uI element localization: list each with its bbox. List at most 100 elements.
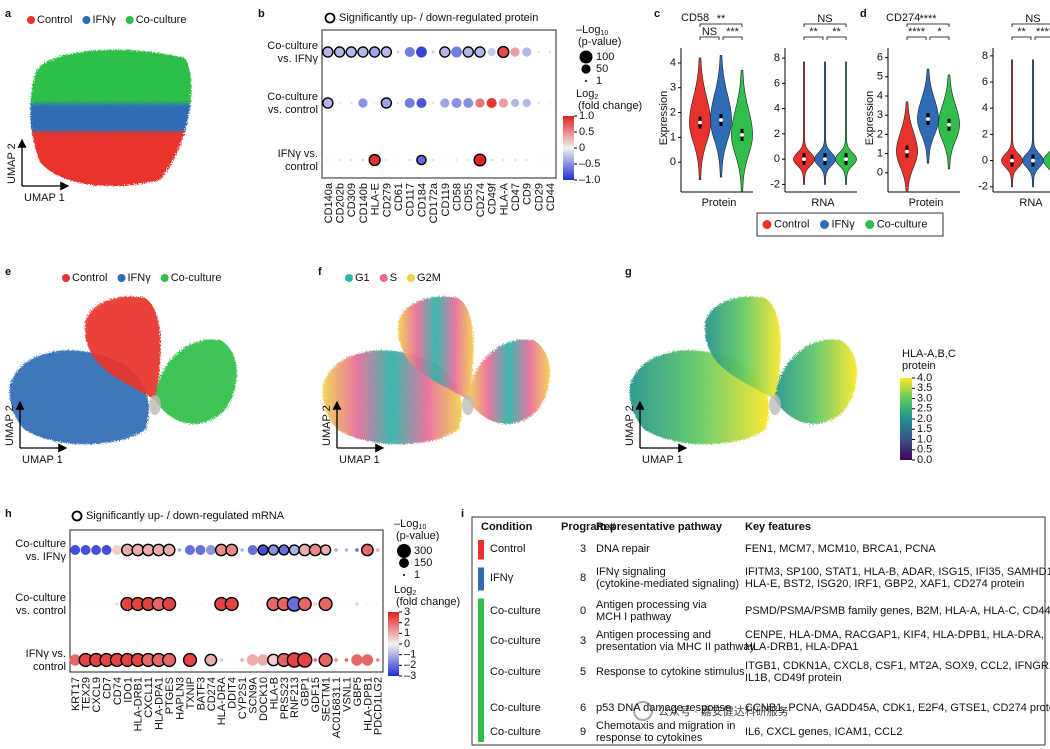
table-cell: HLA-DRB1, HLA-DPA1 — [745, 641, 859, 653]
size-key — [397, 544, 411, 558]
dot — [397, 159, 400, 161]
x-label: Protein — [702, 197, 737, 209]
dot — [549, 50, 552, 54]
dot — [475, 98, 485, 108]
legend-label: Co-culture — [877, 218, 928, 230]
colorbar — [900, 378, 912, 460]
legend-title-sub: 10 — [418, 524, 426, 531]
dot — [247, 545, 258, 555]
table-header: Condition — [481, 521, 533, 533]
dot — [490, 158, 493, 162]
umap-cells — [30, 49, 192, 187]
table-cell: Co-culture — [490, 702, 541, 714]
column-label: CXCL9 — [91, 677, 103, 712]
row-label: IFNγ vs. — [278, 148, 318, 160]
y-tick-label: 0 — [670, 156, 676, 168]
colorbar-tick-label: 1.0 — [579, 110, 594, 122]
dot — [313, 658, 317, 662]
dot — [95, 603, 98, 605]
y-tick-label: 2 — [670, 106, 676, 118]
median — [905, 149, 909, 154]
table-cell: Response to cytokine stimulus — [596, 666, 745, 678]
y-tick-label: 4 — [877, 90, 883, 102]
dot — [246, 654, 259, 666]
dot — [214, 543, 228, 557]
size-key-label: 150 — [414, 557, 432, 569]
significance-label: **** — [1036, 26, 1050, 38]
table-cell: FEN1, MCM7, MCM10, BRCA1, PCNA — [745, 543, 936, 555]
dot — [549, 159, 552, 161]
dot — [375, 658, 380, 662]
dot — [101, 545, 112, 555]
column-label: CD279 — [381, 183, 393, 217]
dot — [451, 97, 462, 109]
column-label: HLA-A — [498, 182, 510, 215]
column-label: RNF213 — [289, 677, 301, 718]
dot — [350, 158, 353, 162]
dot — [219, 658, 224, 662]
dot — [178, 659, 181, 661]
significance-bracket — [803, 23, 847, 27]
legend-label: Control — [37, 14, 72, 26]
table-cell: Co-culture — [490, 726, 541, 738]
dot — [344, 548, 349, 552]
colorbar-tick-label: –0.5 — [579, 158, 600, 170]
dot — [322, 97, 334, 109]
column-label: GDF15 — [310, 677, 322, 712]
y-tick-label: 1 — [670, 131, 676, 143]
y-tick-label: 1 — [877, 148, 883, 160]
axis-label: UMAP 2 — [321, 405, 333, 446]
violin — [835, 61, 857, 185]
panel-label: d — [860, 8, 867, 20]
column-label: CD140b — [358, 183, 370, 223]
column-label: HLA-DPA1 — [154, 677, 166, 730]
colorbar-title: HLA-A,B,C — [902, 348, 956, 360]
panel-label: h — [5, 508, 12, 520]
umap-cells — [155, 339, 237, 424]
column-label: VSNL1 — [341, 677, 353, 712]
table-header: Key features — [745, 521, 811, 533]
significance-bracket — [699, 36, 720, 40]
dot — [334, 548, 338, 552]
legend-swatch — [819, 220, 829, 229]
y-tick-label: 3 — [877, 109, 883, 121]
panel-label: e — [5, 266, 11, 278]
legend-title: Significantly up- / down-regulated mRNA — [86, 510, 285, 522]
dot — [360, 543, 374, 557]
y-tick-label: 4 — [670, 57, 676, 69]
significance-bracket — [1011, 23, 1050, 27]
row-label: vs. IFNγ — [26, 551, 67, 563]
dot — [396, 50, 400, 54]
dot — [224, 596, 239, 612]
median — [1031, 158, 1035, 163]
table-cell: CCNB1, PCNA, GADD45A, CDK1, E2F4, GTSE1,… — [745, 702, 1050, 714]
dot — [308, 543, 322, 557]
dot — [361, 654, 374, 666]
row-label: control — [33, 661, 66, 673]
dot — [297, 596, 312, 612]
row-label: control — [285, 161, 318, 173]
legend-title: (p-value) — [396, 530, 439, 542]
column-label: GBP5 — [352, 677, 364, 706]
column-label: CD274 — [475, 183, 487, 217]
table-cell: IL6, CXCL genes, ICAM1, CCL2 — [745, 726, 902, 738]
dot — [350, 101, 353, 105]
colorbar-tick-label: 3.5 — [917, 382, 932, 394]
legend-swatch — [125, 16, 134, 24]
dot — [380, 46, 393, 58]
legend-title: (fold change) — [396, 596, 460, 608]
dot — [355, 602, 359, 606]
y-tick-label: 6 — [774, 77, 780, 89]
legend-swatch — [762, 220, 772, 229]
table-cell: DNA repair — [596, 543, 650, 555]
significance-label: **** — [919, 13, 937, 25]
dot — [451, 46, 462, 58]
row-label: vs. control — [268, 104, 318, 116]
dot — [361, 158, 365, 162]
dot — [338, 101, 341, 105]
axis-label: UMAP 1 — [22, 454, 63, 466]
dot — [162, 596, 177, 612]
dot — [549, 101, 552, 105]
median — [802, 157, 806, 162]
violin — [1001, 59, 1023, 188]
